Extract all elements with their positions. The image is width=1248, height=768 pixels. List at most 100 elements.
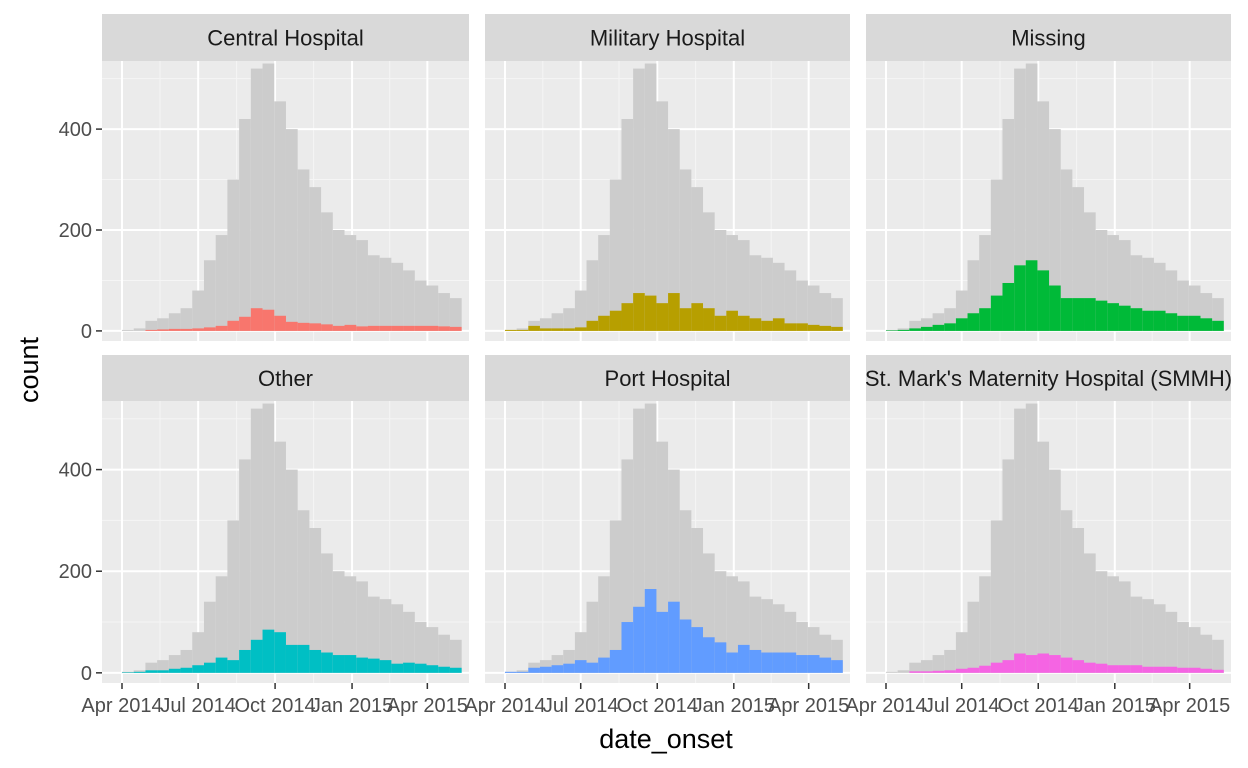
background-bar <box>528 662 540 673</box>
background-bar <box>1037 101 1050 331</box>
background-bar <box>332 230 345 331</box>
series-bar <box>633 606 645 673</box>
background-bar <box>897 328 910 331</box>
series-bar <box>250 639 263 673</box>
series-bar <box>574 660 587 673</box>
background-bar <box>438 293 450 331</box>
background-bar <box>737 581 750 673</box>
series-bar <box>227 660 240 673</box>
background-bar <box>414 280 427 331</box>
series-bar <box>285 644 298 673</box>
background-bar <box>819 293 832 331</box>
background-bar <box>691 528 704 673</box>
series-bar <box>192 665 204 673</box>
series-bar <box>1014 265 1026 331</box>
background-bar <box>309 528 322 673</box>
series-bar <box>668 601 680 673</box>
series-bar <box>1188 315 1201 331</box>
background-bar <box>192 632 204 673</box>
series-bar <box>932 670 945 673</box>
background-bar <box>239 459 251 673</box>
background-bar <box>1130 255 1143 331</box>
background-bar <box>807 627 820 673</box>
background-bar <box>168 655 181 673</box>
series-bar <box>551 328 564 331</box>
series-bar <box>1025 655 1038 673</box>
series-bar <box>886 330 898 331</box>
x-tick-label: Apr 2014 <box>464 695 545 717</box>
background-bar <box>1142 599 1154 673</box>
x-tick-label: Oct 2014 <box>998 695 1079 717</box>
background-bar <box>621 459 634 673</box>
series-bar <box>239 316 251 331</box>
background-bar <box>621 119 634 331</box>
background-bar <box>180 308 193 331</box>
series-bar <box>749 318 762 331</box>
series-bar <box>644 589 657 673</box>
background-bar <box>679 510 692 673</box>
series-bar <box>1025 260 1038 331</box>
series-bar <box>1130 308 1143 331</box>
background-bar <box>391 262 404 331</box>
y-tick-label: 400 <box>59 119 92 141</box>
series-bar <box>1142 310 1154 331</box>
series-bar <box>563 328 575 331</box>
background-bar <box>679 169 692 331</box>
background-bar <box>656 101 669 331</box>
series-bar <box>168 328 181 331</box>
series-bar <box>1002 282 1015 331</box>
series-bars-port-hospital <box>505 589 843 673</box>
series-bar <box>262 629 275 673</box>
series-bar <box>784 323 797 331</box>
series-bar <box>133 671 146 673</box>
background-bar <box>932 313 945 331</box>
series-bar <box>737 644 750 673</box>
series-bar <box>691 303 704 331</box>
background-bar <box>250 68 263 331</box>
series-bar <box>807 655 820 673</box>
background-bar <box>367 255 380 331</box>
background-bar <box>897 670 910 673</box>
series-bar <box>367 658 380 673</box>
series-bar <box>203 662 216 673</box>
background-bar <box>979 235 991 331</box>
series-bar <box>332 655 345 673</box>
series-bar <box>551 665 564 673</box>
series-bar <box>274 632 286 673</box>
series-bar <box>679 619 692 673</box>
background-bar <box>831 298 843 331</box>
background-bar <box>574 632 587 673</box>
background-bar <box>297 510 310 673</box>
background-bar <box>1014 408 1026 673</box>
series-bar <box>356 326 368 331</box>
series-bar <box>784 652 797 673</box>
background-bar <box>203 601 216 673</box>
background-bar <box>215 235 228 331</box>
series-bar <box>391 663 404 673</box>
series-bar <box>1118 665 1131 673</box>
background-bar <box>586 601 599 673</box>
background-bar <box>609 520 622 673</box>
series-bar <box>438 326 450 331</box>
series-bar <box>344 655 357 673</box>
series-bar <box>239 649 251 673</box>
background-bars <box>886 403 1224 673</box>
series-bar <box>262 309 275 331</box>
background-bar <box>122 329 134 331</box>
series-bar <box>192 328 204 331</box>
background-bar <box>1212 298 1224 331</box>
background-bar <box>784 611 797 673</box>
background-bar <box>979 576 991 673</box>
background-bar <box>1037 441 1050 673</box>
x-axis-title: date_onset <box>599 724 733 754</box>
facet-strip-label: Other <box>258 366 313 391</box>
series-bars-other <box>122 629 462 673</box>
background-bar <box>379 599 392 673</box>
series-bar <box>644 295 657 331</box>
background-bar <box>1212 639 1224 673</box>
background-bar <box>145 662 158 673</box>
background-bars <box>122 403 462 673</box>
background-bar <box>227 179 240 331</box>
background-bar <box>586 260 599 331</box>
